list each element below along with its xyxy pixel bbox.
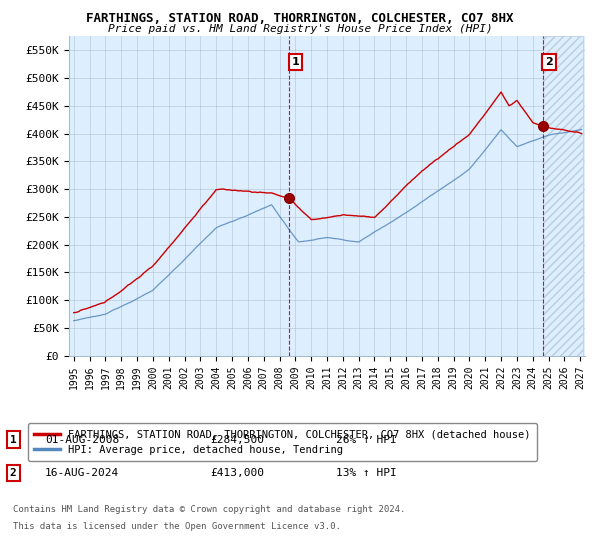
Text: 26% ↑ HPI: 26% ↑ HPI — [336, 435, 397, 445]
Text: 13% ↑ HPI: 13% ↑ HPI — [336, 468, 397, 478]
Text: Price paid vs. HM Land Registry's House Price Index (HPI): Price paid vs. HM Land Registry's House … — [107, 24, 493, 34]
Text: £284,500: £284,500 — [210, 435, 264, 445]
Text: This data is licensed under the Open Government Licence v3.0.: This data is licensed under the Open Gov… — [13, 522, 341, 531]
Text: 2: 2 — [10, 468, 17, 478]
Text: £413,000: £413,000 — [210, 468, 264, 478]
Text: 2: 2 — [545, 57, 553, 67]
Text: 1: 1 — [10, 435, 17, 445]
Text: 1: 1 — [292, 57, 299, 67]
Text: 01-AUG-2008: 01-AUG-2008 — [45, 435, 119, 445]
Bar — [542, 36, 583, 356]
Text: 16-AUG-2024: 16-AUG-2024 — [45, 468, 119, 478]
Legend: FARTHINGS, STATION ROAD, THORRINGTON, COLCHESTER, CO7 8HX (detached house), HPI:: FARTHINGS, STATION ROAD, THORRINGTON, CO… — [28, 423, 537, 461]
Text: FARTHINGS, STATION ROAD, THORRINGTON, COLCHESTER, CO7 8HX: FARTHINGS, STATION ROAD, THORRINGTON, CO… — [86, 12, 514, 25]
Text: Contains HM Land Registry data © Crown copyright and database right 2024.: Contains HM Land Registry data © Crown c… — [13, 505, 406, 515]
